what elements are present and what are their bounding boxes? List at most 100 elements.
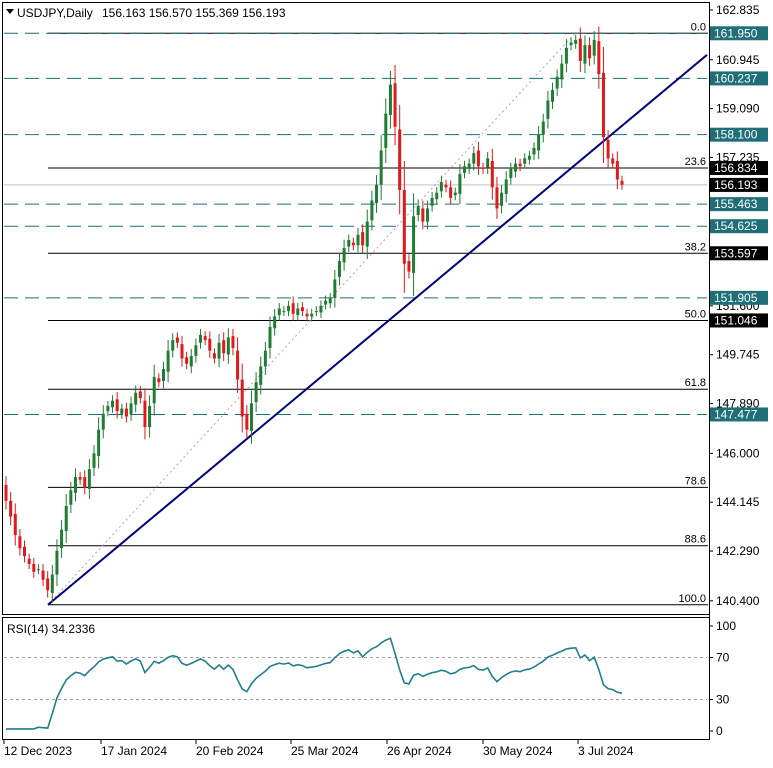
candle-body[interactable]: [83, 477, 87, 488]
candle-body[interactable]: [268, 326, 272, 349]
candle-body[interactable]: [583, 45, 587, 64]
candle-body[interactable]: [97, 429, 101, 456]
candle-body[interactable]: [50, 574, 54, 593]
collapse-triangle-icon[interactable]: [6, 9, 14, 14]
candle-body[interactable]: [402, 189, 406, 264]
candle-body[interactable]: [263, 350, 267, 367]
candle-body[interactable]: [615, 161, 619, 180]
candle-body[interactable]: [120, 408, 124, 414]
candle-body[interactable]: [148, 405, 152, 428]
candle-body[interactable]: [439, 182, 443, 192]
candle-body[interactable]: [143, 400, 147, 428]
candle-body[interactable]: [277, 308, 281, 316]
candle-body[interactable]: [134, 392, 138, 405]
candle-body[interactable]: [138, 391, 142, 399]
candle-body[interactable]: [560, 63, 564, 80]
candle-body[interactable]: [240, 379, 244, 417]
candle-body[interactable]: [212, 353, 216, 359]
trendline[interactable]: [47, 54, 708, 606]
candle-body[interactable]: [546, 100, 550, 119]
candle-body[interactable]: [60, 529, 64, 549]
candle-body[interactable]: [157, 378, 161, 383]
candle-body[interactable]: [328, 297, 332, 304]
candle-body[interactable]: [342, 247, 346, 263]
candle-body[interactable]: [300, 307, 304, 312]
candle-body[interactable]: [46, 578, 50, 591]
candle-body[interactable]: [518, 163, 522, 167]
candle-body[interactable]: [55, 550, 59, 575]
candle-body[interactable]: [171, 340, 175, 351]
candle-body[interactable]: [249, 403, 253, 431]
candle-body[interactable]: [282, 311, 286, 313]
candle-body[interactable]: [578, 38, 582, 61]
candle-body[interactable]: [259, 366, 263, 385]
candle-body[interactable]: [574, 39, 578, 44]
candle-body[interactable]: [254, 382, 258, 402]
candle-body[interactable]: [398, 129, 402, 190]
candle-body[interactable]: [430, 197, 434, 206]
candle-body[interactable]: [588, 45, 592, 59]
candle-body[interactable]: [620, 180, 624, 185]
candle-body[interactable]: [27, 558, 31, 564]
candle-body[interactable]: [472, 153, 476, 164]
candle-body[interactable]: [180, 344, 184, 359]
candle-body[interactable]: [208, 338, 212, 351]
candle-body[interactable]: [523, 158, 527, 164]
candle-body[interactable]: [245, 413, 249, 430]
candle-body[interactable]: [333, 279, 337, 298]
candle-body[interactable]: [481, 167, 485, 169]
candle-body[interactable]: [13, 513, 17, 535]
candle-body[interactable]: [185, 357, 189, 364]
candle-body[interactable]: [532, 147, 536, 155]
candle-body[interactable]: [388, 84, 392, 115]
candle-body[interactable]: [36, 569, 40, 571]
candle-body[interactable]: [453, 192, 457, 196]
candle-body[interactable]: [375, 184, 379, 204]
candle-body[interactable]: [273, 316, 277, 329]
candle-body[interactable]: [106, 405, 110, 412]
candle-body[interactable]: [555, 76, 559, 89]
candle-body[interactable]: [449, 187, 453, 198]
candle-body[interactable]: [73, 477, 77, 493]
candle-body[interactable]: [365, 221, 369, 247]
candle-body[interactable]: [384, 113, 388, 148]
candle-body[interactable]: [319, 305, 323, 313]
candle-body[interactable]: [356, 234, 360, 246]
candle-body[interactable]: [324, 300, 328, 305]
candle-body[interactable]: [9, 500, 13, 517]
candle-body[interactable]: [416, 205, 420, 216]
candle-body[interactable]: [87, 469, 91, 489]
candle-body[interactable]: [495, 187, 499, 209]
candle-body[interactable]: [486, 158, 490, 168]
candle-body[interactable]: [476, 150, 480, 167]
candle-body[interactable]: [111, 400, 115, 408]
candle-body[interactable]: [226, 337, 230, 355]
candle-body[interactable]: [425, 208, 429, 222]
candle-body[interactable]: [412, 216, 416, 273]
candle-body[interactable]: [551, 89, 555, 102]
candle-body[interactable]: [4, 484, 8, 501]
candle-body[interactable]: [467, 163, 471, 169]
candle-body[interactable]: [78, 477, 82, 480]
candle-body[interactable]: [41, 570, 45, 580]
candle-body[interactable]: [18, 536, 22, 549]
candle-body[interactable]: [513, 163, 517, 172]
candle-body[interactable]: [592, 39, 596, 56]
candle-body[interactable]: [64, 506, 68, 532]
candle-body[interactable]: [435, 192, 439, 200]
candle-body[interactable]: [463, 166, 467, 173]
candle-body[interactable]: [194, 345, 198, 356]
candle-body[interactable]: [421, 208, 425, 222]
candle-body[interactable]: [115, 399, 119, 412]
candle-body[interactable]: [351, 242, 355, 246]
candle-body[interactable]: [504, 179, 508, 194]
candle-body[interactable]: [203, 336, 207, 341]
candle-body[interactable]: [564, 47, 568, 64]
candle-body[interactable]: [458, 174, 462, 194]
candle-body[interactable]: [129, 403, 133, 414]
rsi-line[interactable]: [6, 637, 623, 730]
candle-body[interactable]: [370, 200, 374, 221]
candle-body[interactable]: [611, 158, 615, 164]
candle-body[interactable]: [287, 305, 291, 312]
